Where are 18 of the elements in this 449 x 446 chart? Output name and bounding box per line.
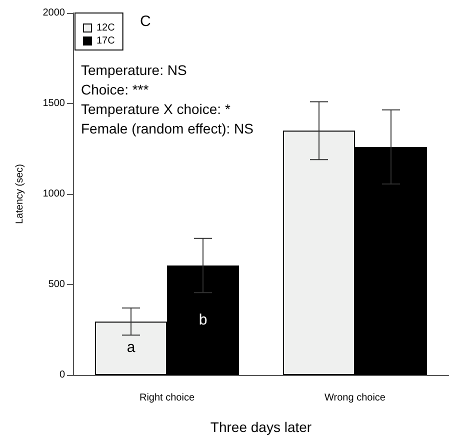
x-axis-title: Three days later: [210, 419, 312, 435]
legend-label: 17C: [96, 36, 115, 46]
annotation: Female (random effect): NS: [81, 120, 254, 136]
annotation: C: [140, 13, 151, 30]
legend-label: 12C: [96, 22, 115, 34]
y-tick-label: 500: [48, 279, 66, 290]
y-axis-title: Latency (sec): [14, 164, 26, 224]
y-tick-label: 2000: [42, 8, 66, 18]
y-tick-label: 0: [59, 370, 66, 380]
annotation: Temperature: NS: [81, 62, 187, 78]
annotation: Choice: ***: [81, 82, 150, 98]
y-tick-label: 1500: [42, 98, 66, 109]
annotation: Temperature X choice: *: [81, 101, 231, 117]
x-tick-label: Right choice: [139, 392, 195, 404]
data-label: a: [126, 339, 136, 356]
x-tick-label: Wrong choice: [324, 392, 386, 404]
y-tick-label: 1000: [42, 188, 66, 200]
data-label: b: [198, 312, 208, 329]
